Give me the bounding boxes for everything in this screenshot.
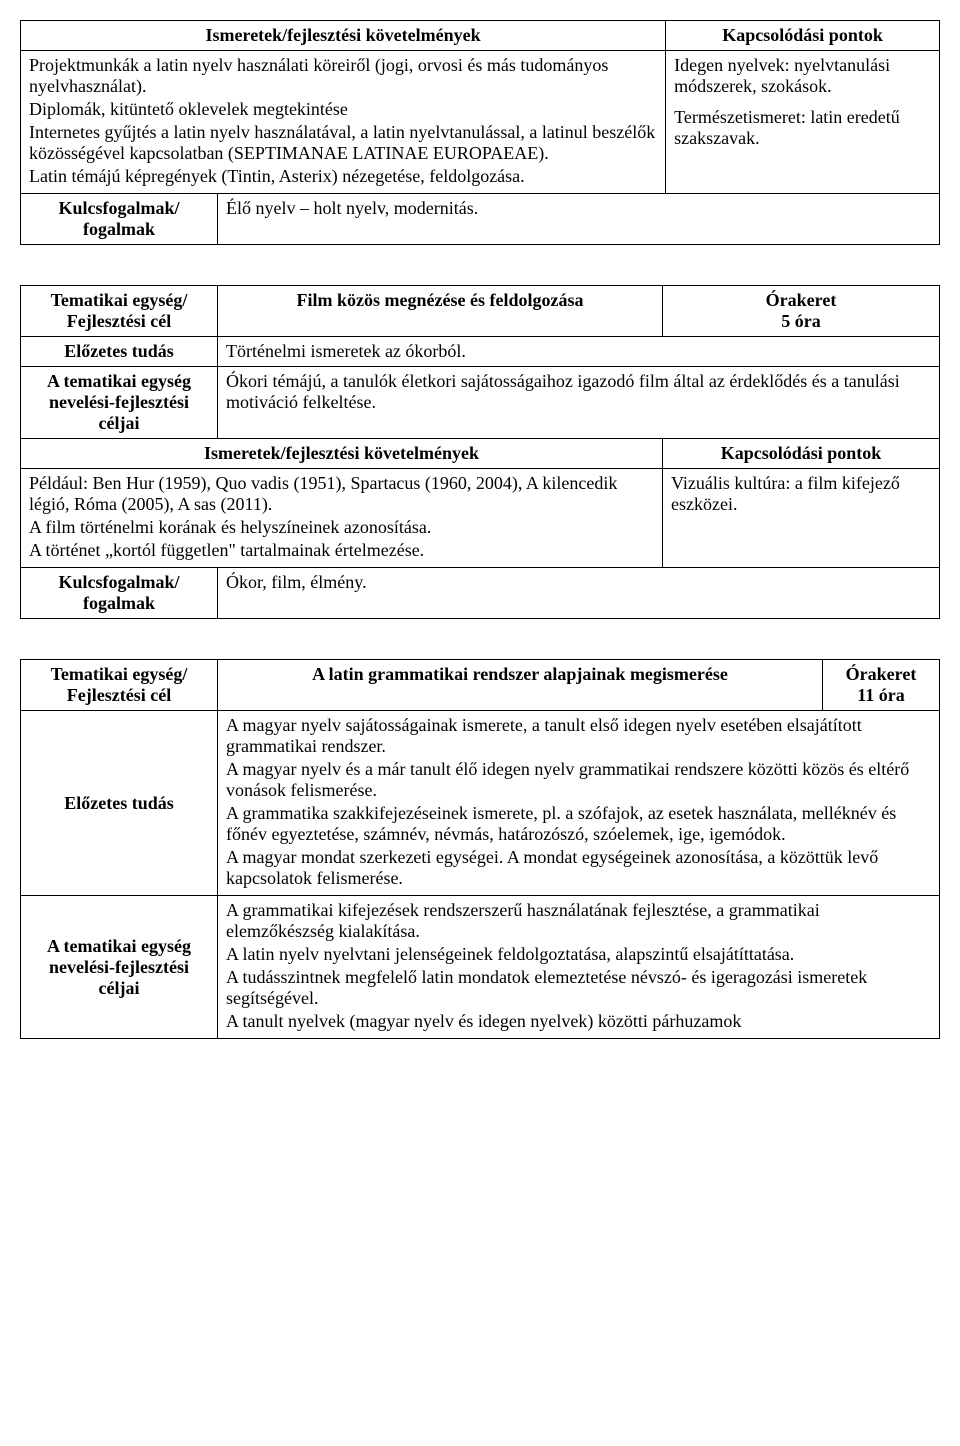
t2-header-left: Ismeretek/fejlesztési követelmények <box>21 439 663 469</box>
t1-kulcs-row: Kulcsfogalmak/ fogalmak Élő nyelv – holt… <box>21 194 940 245</box>
t1-header-right: Kapcsolódási pontok <box>666 21 940 51</box>
t3-r2-text: A magyar nyelv sajátosságainak ismerete,… <box>218 711 940 896</box>
t2-left-p2: A film történelmi korának és helyszínein… <box>29 517 654 538</box>
t1-kulcs-label: Kulcsfogalmak/ fogalmak <box>21 194 218 244</box>
t2-left-p1: Például: Ben Hur (1959), Quo vadis (1951… <box>29 473 654 515</box>
t1-left-p4: Latin témájú képregények (Tintin, Asteri… <box>29 166 657 187</box>
t3-r3-p3: A tudásszintnek megfelelő latin mondatok… <box>226 967 931 1009</box>
t1-right-p2: Természetismeret: latin eredetű szakszav… <box>674 107 931 149</box>
t1-body-left: Projektmunkák a latin nyelv használati k… <box>21 51 666 194</box>
t3-r3-p1: A grammatikai kifejezések rendszerszerű … <box>226 900 931 942</box>
t3-r1-hours: Órakeret 11 óra <box>823 660 940 711</box>
t2-kulcs-label: Kulcsfogalmak/ fogalmak <box>21 568 218 619</box>
t2-left-p3: A történet „kortól független" tartalmain… <box>29 540 654 561</box>
t1-right-p1: Idegen nyelvek: nyelvtanulási módszerek,… <box>674 55 931 97</box>
t2-header-right: Kapcsolódási pontok <box>663 439 940 469</box>
t3-r2-label: Előzetes tudás <box>21 711 218 896</box>
t2-body-right: Vizuális kultúra: a film kifejező eszköz… <box>663 469 940 568</box>
t1-kulcs-text: Élő nyelv – holt nyelv, modernitás. <box>218 194 940 244</box>
t2-hours-value: 5 óra <box>671 311 931 332</box>
t3-r3-label: A tematikai egység nevelési-fejlesztési … <box>21 896 218 1039</box>
t3-r1-label: Tematikai egység/ Fejlesztési cél <box>21 660 218 711</box>
t2-r3-text: Ókori témájú, a tanulók életkori sajátos… <box>218 367 940 439</box>
t2-hours-label: Órakeret <box>671 290 931 311</box>
t1-header-left: Ismeretek/fejlesztési követelmények <box>21 21 666 51</box>
t1-body-right: Idegen nyelvek: nyelvtanulási módszerek,… <box>666 51 940 194</box>
table-3: Tematikai egység/ Fejlesztési cél A lati… <box>20 659 940 1039</box>
t2-r1-title: Film közös megnézése és feldolgozása <box>218 286 663 337</box>
table-2: Tematikai egység/ Fejlesztési cél Film k… <box>20 285 940 619</box>
t3-r2-p3: A grammatika szakkifejezéseinek ismerete… <box>226 803 931 845</box>
t2-r3-label: A tematikai egység nevelési-fejlesztési … <box>21 367 218 439</box>
table-1: Ismeretek/fejlesztési követelmények Kapc… <box>20 20 940 245</box>
t3-r3-text: A grammatikai kifejezések rendszerszerű … <box>218 896 940 1039</box>
t3-r1-title: A latin grammatikai rendszer alapjainak … <box>218 660 823 711</box>
t2-kulcs-text: Ókor, film, élmény. <box>218 568 940 619</box>
t1-left-p2: Diplomák, kitüntető oklevelek megtekinté… <box>29 99 657 120</box>
t2-r2-text: Történelmi ismeretek az ókorból. <box>218 337 940 367</box>
t2-right-p1: Vizuális kultúra: a film kifejező eszköz… <box>671 473 931 515</box>
t3-r2-p4: A magyar mondat szerkezeti egységei. A m… <box>226 847 931 889</box>
t2-r1-hours: Órakeret 5 óra <box>663 286 940 337</box>
t2-body-left: Például: Ben Hur (1959), Quo vadis (1951… <box>21 469 663 568</box>
t3-hours-value: 11 óra <box>831 685 931 706</box>
t2-r2-label: Előzetes tudás <box>21 337 218 367</box>
t1-left-p1: Projektmunkák a latin nyelv használati k… <box>29 55 657 97</box>
t1-left-p3: Internetes gyűjtés a latin nyelv használ… <box>29 122 657 164</box>
t3-r2-p1: A magyar nyelv sajátosságainak ismerete,… <box>226 715 931 757</box>
t3-r3-p4: A tanult nyelvek (magyar nyelv és idegen… <box>226 1011 931 1032</box>
t3-r2-p2: A magyar nyelv és a már tanult élő idege… <box>226 759 931 801</box>
t3-hours-label: Órakeret <box>831 664 931 685</box>
t3-r3-p2: A latin nyelv nyelvtani jelenségeinek fe… <box>226 944 931 965</box>
t2-r1-label: Tematikai egység/ Fejlesztési cél <box>21 286 218 337</box>
